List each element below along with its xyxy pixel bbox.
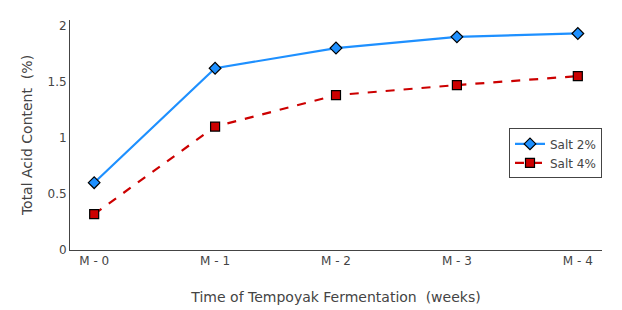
svg-text:M - 4: M - 4 [563,254,593,268]
svg-text:1.5: 1.5 [48,75,67,89]
svg-text:Total Acid Content (%): Total Acid Content (%) [19,55,35,216]
svg-text:Salt 2%: Salt 2% [550,138,596,152]
svg-text:M - 2: M - 2 [321,254,351,268]
svg-text:M - 3: M - 3 [442,254,472,268]
svg-text:M - 0: M - 0 [79,254,109,268]
svg-text:0: 0 [59,243,67,257]
svg-text:Salt 4%: Salt 4% [550,157,596,171]
svg-text:Time of Tempoyak Fermentation: Time of Tempoyak Fermentation (weeks) [190,289,480,305]
svg-text:1: 1 [59,131,67,145]
svg-text:0.5: 0.5 [48,187,67,201]
svg-text:M - 1: M - 1 [200,254,230,268]
svg-text:2: 2 [59,19,67,33]
